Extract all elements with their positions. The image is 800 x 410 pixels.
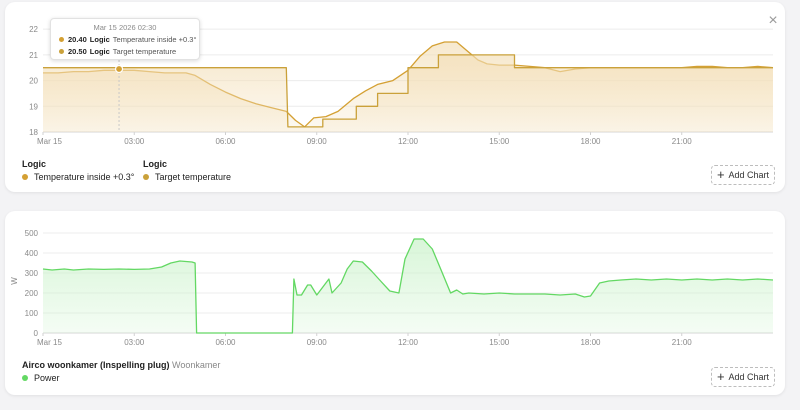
- tooltip-series-name: Target temperature: [112, 47, 177, 56]
- x-tick-label: 18:00: [580, 137, 601, 146]
- series-line-0[interactable]: [42, 238, 774, 334]
- y-axis-label: W: [10, 277, 19, 285]
- power-chart: 0 100 200 300 400 500 Mar 15 03:00 06:00 09:00 12:…: [10, 229, 774, 347]
- tooltip-series-name: Temperature inside +0.3°: [112, 35, 197, 44]
- legend-area-name: Woonkamer: [172, 360, 221, 370]
- x-tick-label: 21:00: [672, 338, 693, 347]
- legend-entity-title: Airco woonkamer (Inspelling plug) Woonka…: [22, 360, 220, 370]
- y-tick-label: 22: [29, 25, 38, 34]
- y-tick-label: 400: [25, 249, 39, 258]
- tooltip-row: 20.50 Logic Target temperature: [59, 47, 199, 56]
- x-tick-label: Mar 15: [37, 338, 62, 347]
- legend-entry: Power: [22, 373, 220, 383]
- y-tick-label: 500: [25, 229, 39, 238]
- tooltip-value: 20.40: [68, 35, 87, 44]
- legend-entry: Temperature inside +0.3°: [22, 172, 134, 182]
- y-tick-label: 19: [29, 102, 38, 111]
- x-tick-label: 12:00: [398, 338, 419, 347]
- legend-item-target[interactable]: Logic Target temperature: [143, 159, 231, 182]
- x-tick-label: 15:00: [489, 137, 510, 146]
- tooltip-value: 20.50: [68, 47, 87, 56]
- plus-icon: +: [716, 369, 725, 384]
- legend-entity-title: Logic: [22, 159, 46, 169]
- x-tick-label: 21:00: [672, 137, 693, 146]
- x-tick-label: 15:00: [489, 338, 510, 347]
- history-card-logic: 18 19 20 21 22 Mar 15 03:00 06:00 09:00 12:00 15:0…: [5, 2, 785, 192]
- legend-dot-icon: [22, 375, 28, 381]
- history-card-power: 0 100 200 300 400 500 Mar 15 03:00 06:00 09:00 12:…: [5, 211, 785, 395]
- series-dot-icon: [59, 49, 64, 54]
- y-tick-label: 18: [29, 128, 38, 137]
- x-tick-label: 12:00: [398, 137, 419, 146]
- x-tick-label: 06:00: [215, 137, 236, 146]
- legend-device-name: Airco woonkamer (Inspelling plug): [22, 360, 170, 370]
- y-tick-label: 100: [25, 309, 39, 318]
- x-tick-label: 09:00: [307, 338, 328, 347]
- x-tick-label: 18:00: [580, 338, 601, 347]
- legend-item-power[interactable]: Airco woonkamer (Inspelling plug) Woonka…: [22, 360, 220, 383]
- add-chart-button[interactable]: + Add Chart: [711, 165, 775, 185]
- y-tick-label: 21: [29, 51, 38, 60]
- y-tick-label: 0: [34, 329, 39, 338]
- chart-tooltip: Mar 15 2026 02:30 20.40 Logic Temperatur…: [50, 18, 200, 60]
- legend-entity-title: Logic: [143, 159, 167, 169]
- x-tick-label: 03:00: [124, 338, 145, 347]
- legend-series-name: Power: [34, 373, 60, 383]
- series-area-0: [43, 239, 773, 333]
- tooltip-entity: Logic: [89, 35, 110, 44]
- plus-icon: +: [716, 167, 725, 182]
- hover-point-marker: [114, 64, 124, 74]
- add-chart-label: Add Chart: [728, 372, 770, 382]
- x-tick-label: 03:00: [124, 137, 145, 146]
- tooltip-date: Mar 15 2026 02:30: [93, 23, 157, 32]
- series-line-1[interactable]: [43, 54, 773, 128]
- legend-dot-icon: [22, 174, 28, 180]
- x-tick-label: 09:00: [307, 137, 328, 146]
- legend-series-name: Temperature inside +0.3°: [34, 172, 135, 182]
- y-tick-label: 20: [29, 77, 38, 86]
- close-icon[interactable]: ×: [768, 12, 778, 29]
- legend-entry: Target temperature: [143, 172, 231, 182]
- legend-item-temperature[interactable]: Logic Temperature inside +0.3°: [22, 159, 134, 182]
- legend-dot-icon: [143, 174, 149, 180]
- x-tick-label: 06:00: [215, 338, 236, 347]
- x-tick-label: Mar 15: [37, 137, 62, 146]
- tooltip-row: 20.40 Logic Temperature inside +0.3°: [59, 35, 199, 44]
- series-dot-icon: [59, 37, 64, 42]
- add-chart-label: Add Chart: [728, 170, 770, 180]
- add-chart-button[interactable]: + Add Chart: [711, 367, 775, 387]
- y-tick-label: 300: [25, 269, 39, 278]
- legend-series-name: Target temperature: [155, 172, 232, 182]
- temperature-chart: 18 19 20 21 22 Mar 15 03:00 06:00 09:00 12:00 15:0…: [29, 24, 774, 146]
- y-tick-label: 200: [25, 289, 39, 298]
- tooltip-entity: Logic: [89, 47, 110, 56]
